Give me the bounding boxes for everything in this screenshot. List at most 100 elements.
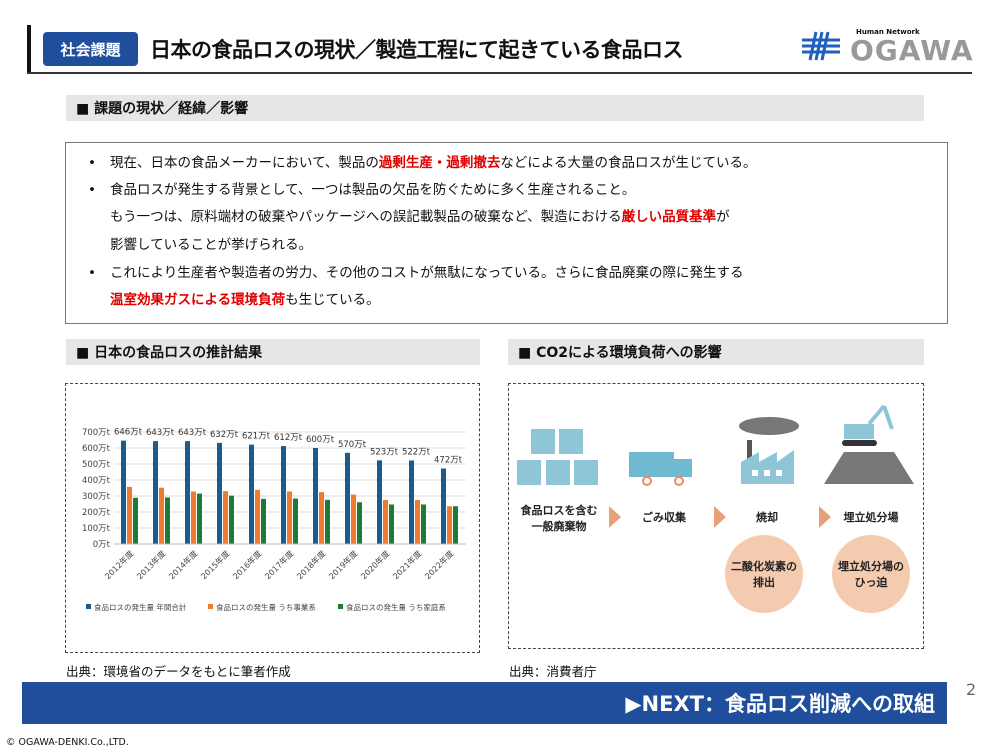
highlight-text: 厳しい品質基準 [621, 209, 717, 225]
impact-label: ひっ迫 [855, 575, 889, 589]
text: などによる大量の食品ロスが生じている。 [500, 155, 757, 171]
data-label: 523万t [370, 447, 399, 457]
x-tick-label: 2022年度 [423, 548, 456, 581]
current-status-box: • 現在、日本の食品メーカーにおいて、製品の過剰生産・過剰撤去などによる大量の食品… [65, 142, 948, 324]
bar-business [351, 494, 356, 544]
page-title: 日本の食品ロスの現状／製造工程にて起きている食品ロス [150, 38, 684, 62]
bar-total [217, 442, 222, 544]
y-tick-label: 700万t [82, 428, 111, 438]
bar-total [281, 446, 286, 544]
x-tick-label: 2018年度 [295, 548, 328, 581]
y-tick-label: 300万t [82, 492, 111, 502]
bullet-marker: • [88, 182, 96, 198]
bar-household [293, 498, 298, 544]
bullet-marker: • [88, 265, 96, 281]
text: も生じている。 [285, 292, 380, 308]
highlight-text: 温室効果ガスによる環境負荷 [110, 292, 286, 308]
legend-swatch [208, 604, 213, 609]
bar-business [415, 500, 420, 544]
bar-household [261, 498, 266, 544]
trash-bins-icon [517, 429, 598, 485]
diagram-source: 出典：消費者庁 [509, 664, 597, 679]
x-tick-label: 2013年度 [135, 548, 168, 581]
data-label: 643万t [178, 428, 207, 438]
legend-swatch [338, 604, 343, 609]
bar-household [325, 499, 330, 544]
bullet-line: • これにより生産者や製造者の労力、その他のコストが無駄になっている。さらに食品廃… [88, 261, 744, 281]
header-divider [27, 72, 972, 74]
text: 影響していることが挙げられる。 [110, 237, 313, 253]
bar-household [453, 506, 458, 544]
highlight-text: 過剰生産・過剰撤去 [378, 155, 501, 171]
category-badge: 社会課題 [43, 32, 138, 66]
legend-label: 食品ロスの発生量 うち事業系 [216, 602, 316, 612]
logo-tagline: Human Network [856, 28, 920, 36]
bar-business [127, 486, 132, 544]
y-tick-label: 500万t [82, 460, 111, 470]
bar-business [159, 487, 164, 544]
bar-household [133, 497, 138, 544]
impact-label: 二酸化炭素の [731, 559, 797, 573]
bar-business [255, 489, 260, 544]
step-label: 一般廃棄物 [532, 519, 587, 533]
bullet-line: • 現在、日本の食品メーカーにおいて、製品の過剰生産・過剰撤去などによる大量の食品… [88, 151, 757, 171]
data-label: 472万t [434, 455, 463, 465]
bar-household [389, 504, 394, 544]
x-tick-label: 2014年度 [167, 548, 200, 581]
x-tick-label: 2015年度 [199, 548, 232, 581]
bar-business [383, 500, 388, 544]
step-label: 埋立処分場 [844, 510, 899, 524]
bar-business [191, 491, 196, 544]
legend-label: 食品ロスの発生量 うち家庭系 [346, 602, 446, 612]
bullet-line: 温室効果ガスによる環境負荷も生じている。 [88, 288, 380, 308]
text: が [716, 209, 730, 225]
y-tick-label: 400万t [82, 476, 111, 486]
y-tick-label: 200万t [82, 508, 111, 518]
bar-business [447, 506, 452, 544]
bar-total [185, 441, 190, 544]
section-heading-co2: ■ CO2による環境負荷への影響 [508, 339, 924, 365]
section-heading-current: ■ 課題の現状／経緯／影響 [66, 95, 924, 121]
logo-name: OGAWA [850, 34, 974, 67]
data-label: 643万t [146, 428, 175, 438]
bar-total [249, 444, 254, 544]
impact-circles [725, 535, 910, 613]
bar-total [441, 468, 446, 544]
bar-total [153, 441, 158, 544]
text: これにより生産者や製造者の労力、その他のコストが無駄になっている。さらに食品廃棄… [110, 265, 744, 281]
chart-source: 出典：環境省のデータをもとに筆者作成 [66, 664, 291, 679]
step-label: 焼却 [756, 510, 778, 524]
waste-flow-diagram: 食品ロスを含む 一般廃棄物 ごみ収集 焼却 埋立処分場 二酸化炭素の 排出 埋立… [517, 404, 914, 613]
bar-total [409, 460, 414, 544]
landfill-excavator-icon [824, 404, 914, 484]
co2-diagram-panel: 食品ロスを含む 一般廃棄物 ごみ収集 焼却 埋立処分場 二酸化炭素の 排出 埋立… [508, 383, 924, 649]
flow-arrow-icons [609, 506, 831, 528]
legend-label: 食品ロスの発生量 年間合計 [94, 602, 187, 612]
garbage-truck-icon [629, 452, 692, 486]
y-tick-label: 0万t [93, 540, 111, 550]
data-label: 522万t [402, 447, 431, 457]
bar-business [319, 492, 324, 544]
bar-business [223, 491, 228, 544]
bar-total [313, 448, 318, 544]
x-tick-label: 2021年度 [391, 548, 424, 581]
y-tick-label: 600万t [82, 444, 111, 454]
bullet-line: 影響していることが挙げられる。 [88, 233, 312, 253]
copyright: © OGAWA-DENKI.Co.,LTD. [6, 737, 129, 748]
bullet-marker: • [88, 155, 96, 171]
x-tick-label: 2020年度 [359, 548, 392, 581]
bar-household [357, 502, 362, 544]
bar-household [421, 504, 426, 544]
bar-household [197, 493, 202, 544]
step-label: 食品ロスを含む [521, 503, 598, 517]
bar-total [377, 460, 382, 544]
text: 食品ロスが発生する背景として、一つは製品の欠品を防ぐために多く生産されること。 [110, 182, 636, 198]
data-label: 570万t [338, 440, 367, 450]
bar-business [287, 491, 292, 544]
section-heading-estimate: ■ 日本の食品ロスの推計結果 [66, 339, 480, 365]
bar-household [165, 497, 170, 544]
data-label: 646万t [114, 428, 143, 438]
next-topic-banner[interactable]: ▶NEXT：食品ロス削減への取組 [22, 682, 947, 724]
bullet-line: • 食品ロスが発生する背景として、一つは製品の欠品を防ぐために多く生産されること。 [88, 178, 635, 198]
